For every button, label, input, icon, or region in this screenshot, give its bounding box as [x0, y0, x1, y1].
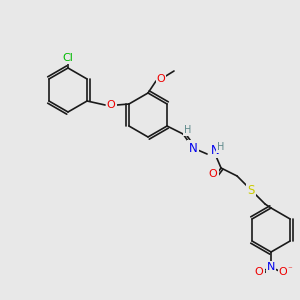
Text: Cl: Cl	[63, 53, 74, 63]
Text: O: O	[107, 100, 116, 110]
Text: H: H	[218, 142, 225, 152]
Text: N: N	[189, 142, 197, 154]
Text: H: H	[184, 125, 192, 135]
Text: O: O	[255, 267, 263, 277]
Text: O: O	[209, 169, 218, 179]
Text: ⁻: ⁻	[288, 266, 292, 274]
Text: S: S	[248, 184, 255, 196]
Text: N: N	[267, 262, 275, 272]
Text: N: N	[211, 143, 219, 157]
Text: O: O	[279, 267, 287, 277]
Text: O: O	[157, 74, 165, 84]
